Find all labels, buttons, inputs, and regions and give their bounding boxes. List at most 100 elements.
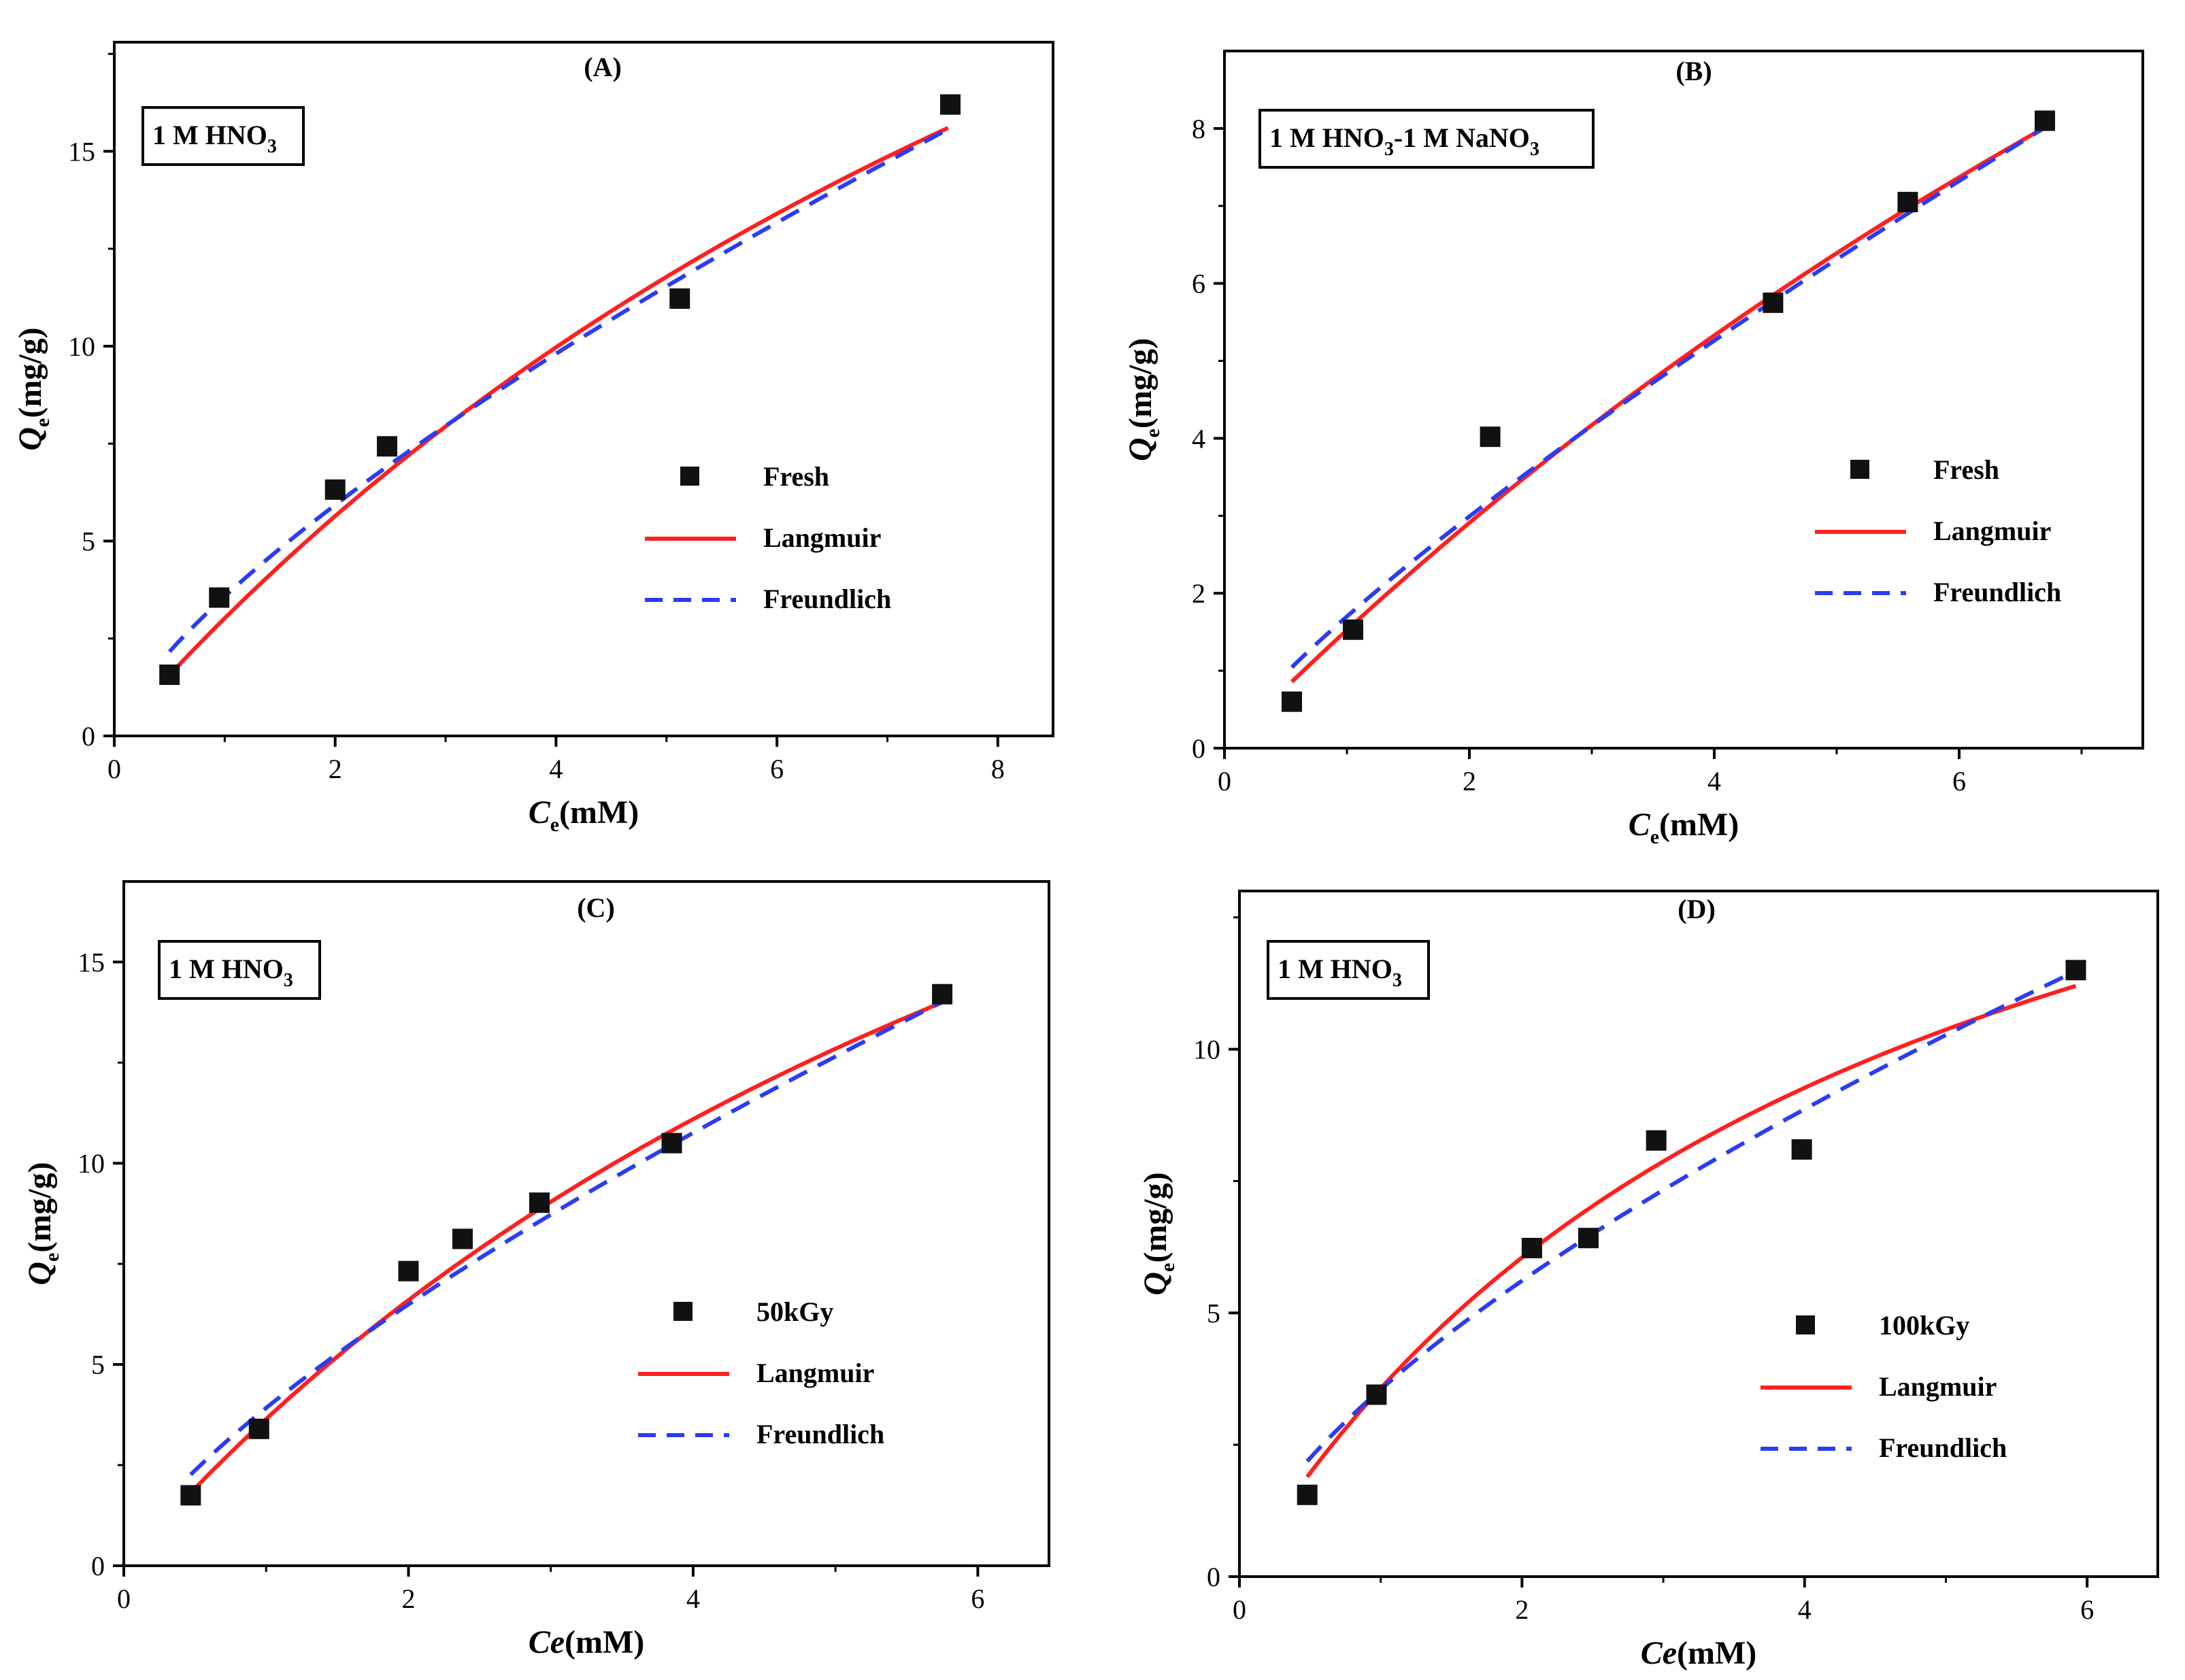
x-axis-title: Ce(mM) [1641, 1635, 1757, 1671]
x-tick-label: 4 [1798, 1594, 1812, 1625]
x-tick-label: 0 [117, 1583, 131, 1614]
condition-box-frame [1258, 109, 1595, 169]
data-point [1521, 1237, 1542, 1258]
fit-curves [189, 999, 945, 1494]
panel-title: (D) [1678, 894, 1716, 924]
x-axis-title: Ce(mM) [529, 794, 639, 836]
x-tick-label: 4 [1707, 766, 1721, 796]
legend-marker-square [680, 467, 699, 486]
x-axis-sub: e [550, 813, 559, 836]
data-point [669, 288, 690, 309]
condition-box: 1 M HNO3-1 M NaNO3 [1258, 109, 1595, 169]
legend-label-freundlich: Freundlich [1879, 1432, 2007, 1463]
condition-box: 1 M HNO3 [158, 940, 321, 1000]
data-point [940, 94, 961, 115]
plot-frame [1223, 50, 2144, 750]
condition-sub: 3 [267, 136, 277, 157]
y-tick-label: 10 [68, 331, 95, 362]
langmuir-curve [1305, 984, 2077, 1479]
x-tick-label: 4 [686, 1583, 700, 1614]
condition-box-frame [141, 106, 305, 166]
condition-sub-2: 3 [1530, 139, 1539, 160]
data-point [1297, 1484, 1318, 1505]
y-tick-label: 6 [1192, 269, 1205, 299]
panel-title: (C) [577, 892, 615, 923]
y-tick-labels: 0 5 10 15 [68, 136, 95, 752]
data-point [2035, 110, 2055, 131]
data-point [1578, 1228, 1599, 1249]
legend-label-freundlich: Freundlich [1933, 577, 2061, 607]
y-axis-sub: e [41, 1253, 63, 1262]
y-axis-sub: e [1156, 1263, 1179, 1272]
legend: Fresh Langmuir Freundlich [645, 461, 891, 614]
freundlich-curve [167, 127, 950, 654]
y-axis-sub: e [1141, 429, 1164, 437]
legend-label-points: 50kGy [756, 1296, 833, 1327]
x-tick-label: 6 [770, 754, 784, 784]
x-tick-labels: 0 2 4 6 [1233, 1594, 2094, 1625]
data-point [1791, 1139, 1812, 1160]
condition-sub: 3 [1392, 970, 1402, 991]
condition-rest: -1 M NaNO [1394, 122, 1530, 153]
condition-box: 1 M HNO3 [141, 106, 305, 166]
legend-label-points: Fresh [1933, 454, 1999, 485]
langmuir-curve [168, 126, 950, 677]
x-axis-main: C [529, 794, 551, 830]
y-tick-label: 5 [82, 526, 95, 556]
y-tick-label: 15 [68, 136, 95, 167]
y-tick-label: 15 [78, 947, 105, 977]
y-tick-labels: 0 5 10 15 [78, 947, 105, 1581]
condition-sub: 3 [284, 970, 293, 991]
x-tick-label: 8 [991, 754, 1005, 784]
legend: Fresh Langmuir Freundlich [1815, 454, 2061, 607]
x-axis-sub: e [1650, 826, 1659, 848]
y-axis-main: Q [1122, 437, 1158, 461]
freundlich-curve [1305, 969, 2077, 1463]
x-tick-labels: 0 2 4 6 [1218, 766, 1966, 796]
data-point [1897, 192, 1918, 213]
x-tick-label: 6 [2080, 1594, 2094, 1625]
data-point [2065, 960, 2086, 981]
panel-d: 0 2 4 6 0 5 10 (D) 1 M HNO3 100kGy Langmuir F… [1137, 890, 2159, 1671]
condition-label: 1 M HNO3 [169, 954, 293, 991]
y-axis-title: Qe(mg/g) [1137, 1172, 1179, 1295]
y-tick-label: 0 [1192, 733, 1205, 764]
y-axis-title: Qe(mg/g) [12, 327, 54, 450]
x-axis-unit: (mM) [1659, 807, 1739, 843]
y-tick-label: 5 [1207, 1298, 1220, 1328]
condition-label: 1 M HNO3 [152, 120, 277, 157]
freundlich-curve [189, 999, 945, 1477]
legend-marker-square [673, 1302, 693, 1321]
y-tick-label: 5 [91, 1349, 105, 1380]
condition-main: 1 M HNO [169, 954, 284, 984]
y-axis-sub: e [31, 418, 54, 427]
langmuir-curve [189, 1000, 945, 1494]
legend-label-langmuir: Langmuir [756, 1358, 874, 1388]
data-point [661, 1132, 682, 1154]
data-point [1282, 691, 1302, 712]
x-axis-main: C [1629, 807, 1651, 843]
legend: 100kGy Langmuir Freundlich [1761, 1310, 2007, 1463]
y-axis-unit: (mg/g) [1137, 1172, 1173, 1262]
data-point [452, 1228, 473, 1249]
legend-label-points: Fresh [763, 461, 829, 492]
y-axis-main: Q [1137, 1272, 1173, 1296]
y-tick-labels: 0 2 4 6 8 [1192, 114, 1205, 764]
plot-frame [1238, 890, 2159, 1578]
x-axis-title: Ce(mM) [529, 1624, 645, 1660]
y-tick-label: 0 [82, 721, 95, 752]
x-tick-label: 2 [1463, 766, 1476, 796]
legend: 50kGy Langmuir Freundlich [638, 1296, 884, 1449]
legend-label-langmuir: Langmuir [1879, 1371, 1997, 1402]
panel-title: (A) [584, 52, 622, 82]
plot-frame [113, 41, 1054, 737]
x-axis-main: Ce [1641, 1635, 1677, 1671]
y-axis-main: Q [12, 427, 48, 451]
data-point [398, 1260, 419, 1281]
freundlich-curve [1290, 127, 2044, 669]
legend-label-langmuir: Langmuir [1933, 516, 2051, 546]
data-point [529, 1192, 550, 1213]
legend-label-langmuir: Langmuir [763, 522, 881, 553]
